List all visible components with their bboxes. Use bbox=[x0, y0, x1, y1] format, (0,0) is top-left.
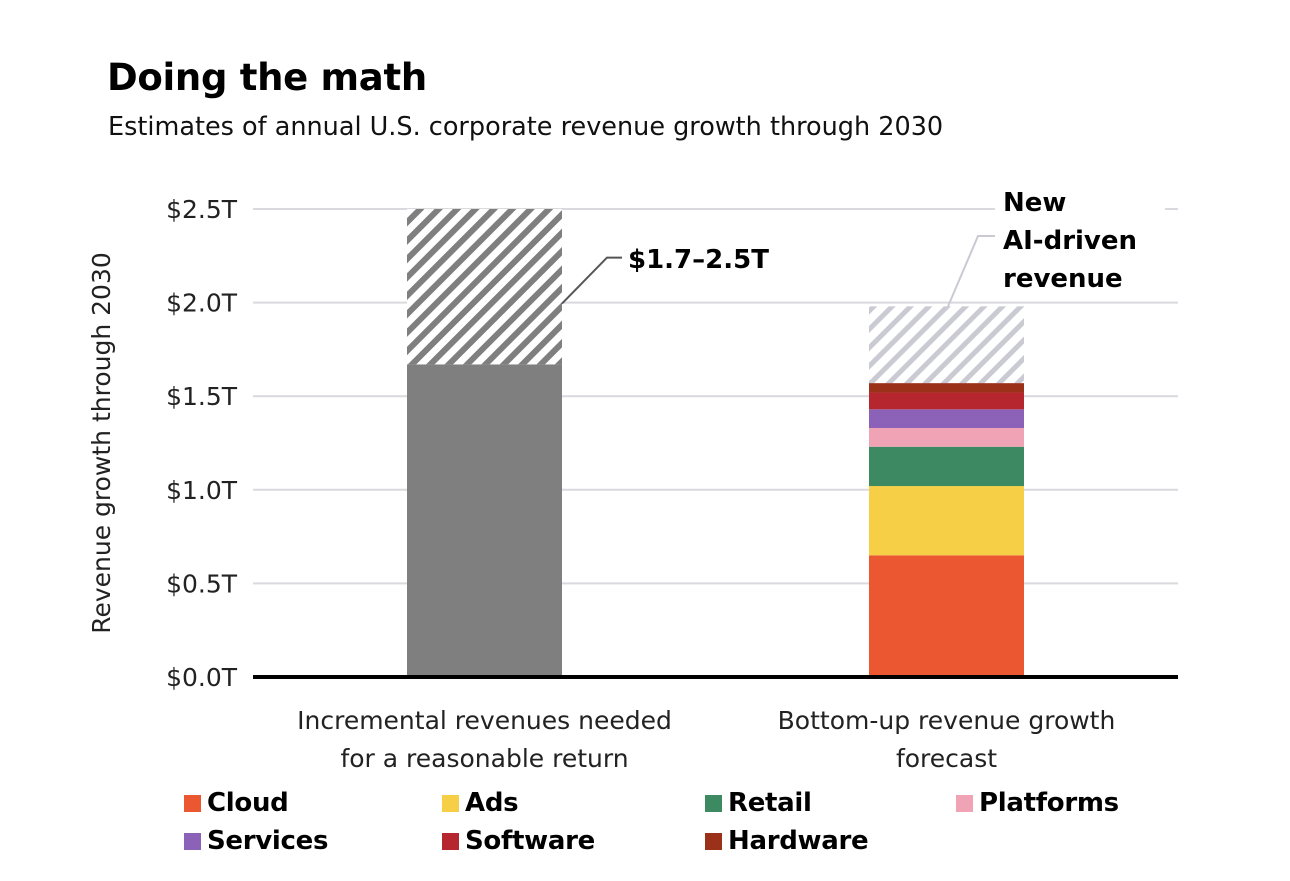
annotation-ai-revenue-label: revenue bbox=[1003, 264, 1123, 294]
legend-label: Retail bbox=[728, 788, 812, 818]
y-axis-label: Revenue growth through 2030 bbox=[87, 252, 116, 634]
legend-label: Platforms bbox=[979, 788, 1119, 818]
annotation-leader-line bbox=[561, 256, 622, 305]
legend-swatch bbox=[184, 794, 201, 812]
annotation-background bbox=[995, 185, 1165, 297]
chart-title: Doing the math bbox=[107, 56, 427, 99]
legend-swatch bbox=[705, 832, 722, 850]
bar-segment-needed-range- bbox=[407, 209, 562, 365]
bar-segment-new-ai-driven-revenue bbox=[869, 306, 1024, 384]
legend-item-hardware: Hardware bbox=[705, 826, 869, 856]
bar-segment-needed-minimum- bbox=[407, 364, 562, 677]
legend-item-platforms: Platforms bbox=[956, 788, 1119, 818]
bar-segment-hardware bbox=[869, 383, 1024, 393]
y-tick-label: $2.0T bbox=[166, 289, 238, 318]
chart-subtitle: Estimates of annual U.S. corporate reven… bbox=[108, 112, 944, 142]
y-tick-label: $0.0T bbox=[166, 663, 238, 692]
bar-segment-software bbox=[869, 392, 1024, 410]
bar-segment-ads bbox=[869, 486, 1024, 556]
legend-swatch bbox=[705, 794, 722, 812]
bar-segment-services bbox=[869, 409, 1024, 429]
x-axis-labels: Incremental revenues needed for a reasona… bbox=[297, 706, 1115, 773]
legend-item-services: Services bbox=[184, 826, 328, 856]
bar-segment-cloud bbox=[869, 555, 1024, 677]
annotations: $1.7–2.5T New AI-driven revenue bbox=[561, 185, 1165, 307]
y-tick-label: $1.5T bbox=[166, 382, 238, 411]
legend-swatch bbox=[442, 794, 459, 812]
legend-label: Hardware bbox=[728, 826, 869, 856]
bars bbox=[407, 209, 1024, 677]
x-tick-label: for a reasonable return bbox=[340, 744, 628, 773]
y-tick-label: $0.5T bbox=[166, 569, 238, 598]
x-tick-label: forecast bbox=[896, 744, 997, 773]
legend-item-cloud: Cloud bbox=[184, 788, 289, 818]
legend-item-software: Software bbox=[442, 826, 595, 856]
bar-segment-retail bbox=[869, 446, 1024, 487]
legend-label: Ads bbox=[465, 788, 519, 818]
x-tick-label: Bottom-up revenue growth bbox=[778, 706, 1116, 735]
y-axis-ticks: $0.0T $0.5T $1.0T $1.5T $2.0T $2.5T bbox=[166, 195, 238, 692]
legend-swatch bbox=[184, 832, 201, 850]
annotation-leader-line bbox=[947, 235, 995, 307]
annotation-ai-revenue-label: AI-driven bbox=[1003, 226, 1137, 256]
legend-label: Cloud bbox=[207, 788, 289, 818]
legend-label: Software bbox=[465, 826, 595, 856]
legend-label: Services bbox=[207, 826, 329, 856]
legend-item-ads: Ads bbox=[442, 788, 519, 818]
y-tick-label: $2.5T bbox=[166, 195, 238, 224]
annotation-ai-revenue-label: New bbox=[1003, 188, 1066, 218]
x-tick-label: Incremental revenues needed bbox=[297, 706, 672, 735]
bar-segment-platforms bbox=[869, 428, 1024, 447]
legend-swatch bbox=[956, 794, 973, 812]
legend-swatch bbox=[442, 832, 459, 850]
y-tick-label: $1.0T bbox=[166, 476, 238, 505]
annotation-range-label: $1.7–2.5T bbox=[628, 245, 769, 275]
legend-item-retail: Retail bbox=[705, 788, 812, 818]
